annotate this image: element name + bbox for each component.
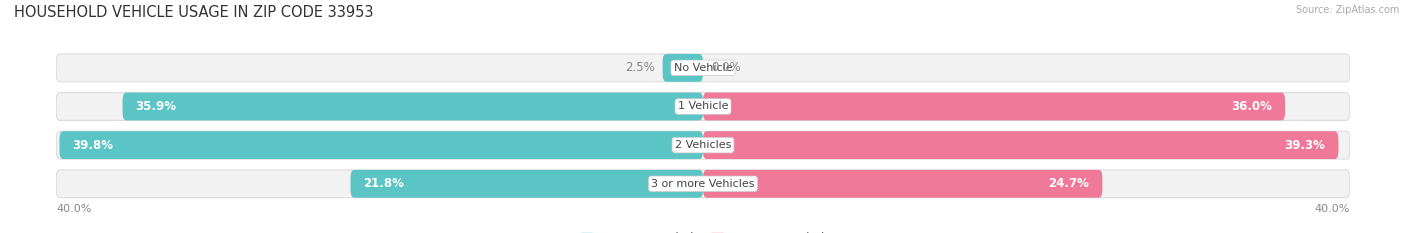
FancyBboxPatch shape bbox=[56, 54, 1350, 82]
Text: 40.0%: 40.0% bbox=[1315, 204, 1350, 214]
FancyBboxPatch shape bbox=[703, 131, 1339, 159]
Text: 39.3%: 39.3% bbox=[1285, 139, 1326, 152]
FancyBboxPatch shape bbox=[122, 93, 703, 120]
FancyBboxPatch shape bbox=[56, 170, 1350, 198]
FancyBboxPatch shape bbox=[703, 93, 1285, 120]
Text: 35.9%: 35.9% bbox=[135, 100, 177, 113]
Text: 2 Vehicles: 2 Vehicles bbox=[675, 140, 731, 150]
Text: No Vehicle: No Vehicle bbox=[673, 63, 733, 73]
FancyBboxPatch shape bbox=[662, 54, 703, 82]
Text: 3 or more Vehicles: 3 or more Vehicles bbox=[651, 179, 755, 189]
Text: 0.0%: 0.0% bbox=[711, 61, 741, 74]
Legend: Owner-occupied, Renter-occupied: Owner-occupied, Renter-occupied bbox=[576, 227, 830, 233]
FancyBboxPatch shape bbox=[59, 131, 703, 159]
Text: 39.8%: 39.8% bbox=[73, 139, 114, 152]
Text: Source: ZipAtlas.com: Source: ZipAtlas.com bbox=[1295, 5, 1399, 15]
FancyBboxPatch shape bbox=[350, 170, 703, 198]
Text: 40.0%: 40.0% bbox=[56, 204, 91, 214]
Text: 21.8%: 21.8% bbox=[363, 177, 405, 190]
FancyBboxPatch shape bbox=[56, 131, 1350, 159]
FancyBboxPatch shape bbox=[56, 93, 1350, 120]
Text: 24.7%: 24.7% bbox=[1049, 177, 1090, 190]
Text: 1 Vehicle: 1 Vehicle bbox=[678, 102, 728, 112]
Text: 36.0%: 36.0% bbox=[1232, 100, 1272, 113]
FancyBboxPatch shape bbox=[703, 170, 1102, 198]
Text: HOUSEHOLD VEHICLE USAGE IN ZIP CODE 33953: HOUSEHOLD VEHICLE USAGE IN ZIP CODE 3395… bbox=[14, 5, 374, 20]
Text: 2.5%: 2.5% bbox=[624, 61, 655, 74]
